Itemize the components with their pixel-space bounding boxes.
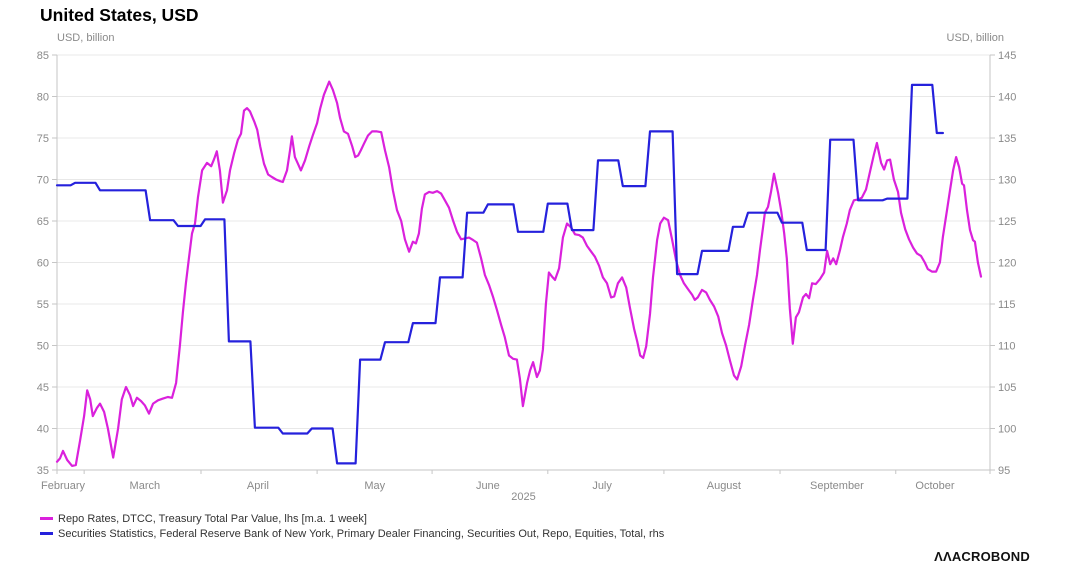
right-axis-tick-label: 95 <box>998 465 1010 477</box>
right-axis-tick-label: 105 <box>998 382 1016 394</box>
left-axis-tick-label: 35 <box>37 465 49 477</box>
legend-item-repo-rates: Repo Rates, DTCC, Treasury Total Par Val… <box>40 511 664 526</box>
left-axis-tick-label: 85 <box>37 50 49 62</box>
left-axis-unit-label: USD, billion <box>57 32 115 44</box>
right-axis-tick-label: 140 <box>998 92 1016 104</box>
x-axis-month-label: July <box>592 480 612 492</box>
left-axis-tick-label: 60 <box>37 258 49 270</box>
legend-label-securities-out: Securities Statistics, Federal Reserve B… <box>58 527 665 540</box>
left-axis-tick-label: 65 <box>37 216 49 228</box>
x-axis-month-label: August <box>707 480 741 492</box>
right-axis-tick-label: 100 <box>998 424 1016 436</box>
right-axis-tick-label: 125 <box>998 216 1016 228</box>
legend-label-repo-rates: Repo Rates, DTCC, Treasury Total Par Val… <box>58 512 367 525</box>
right-axis-tick-label: 120 <box>998 258 1016 270</box>
x-axis-year-label: 2025 <box>511 491 536 503</box>
left-axis-tick-label: 80 <box>37 92 49 104</box>
left-axis-tick-label: 50 <box>37 341 49 353</box>
x-axis-month-label: June <box>476 480 500 492</box>
right-axis-tick-label: 110 <box>998 341 1016 353</box>
left-axis-tick-label: 40 <box>37 424 49 436</box>
right-axis-tick-label: 135 <box>998 133 1016 145</box>
left-axis-tick-label: 55 <box>37 299 49 311</box>
right-axis-unit-label: USD, billion <box>946 32 1004 44</box>
left-axis-tick-label: 45 <box>37 382 49 394</box>
x-axis-month-label: May <box>364 480 385 492</box>
x-axis-month-label: March <box>130 480 161 492</box>
legend-swatch-blue-line <box>40 532 53 535</box>
legend-swatch-magenta-line <box>40 517 53 520</box>
x-axis-month-label: April <box>247 480 269 492</box>
legend: Repo Rates, DTCC, Treasury Total Par Val… <box>40 511 664 541</box>
x-axis-month-label: February <box>41 480 86 492</box>
left-axis-tick-label: 70 <box>37 175 49 187</box>
series-line-repo-rates <box>55 80 983 467</box>
right-axis-tick-label: 115 <box>998 299 1016 311</box>
series-line-securities-out <box>55 83 945 465</box>
x-axis-month-label: October <box>915 480 954 492</box>
macrobond-logo: ΛΛACROBOND <box>934 549 1030 564</box>
right-axis-tick-label: 130 <box>998 175 1016 187</box>
left-axis-tick-label: 75 <box>37 133 49 145</box>
right-axis-tick-label: 145 <box>998 50 1016 62</box>
chart-title: United States, USD <box>40 5 199 25</box>
x-axis-month-label: September <box>810 480 864 492</box>
legend-item-securities-out: Securities Statistics, Federal Reserve B… <box>40 526 664 541</box>
